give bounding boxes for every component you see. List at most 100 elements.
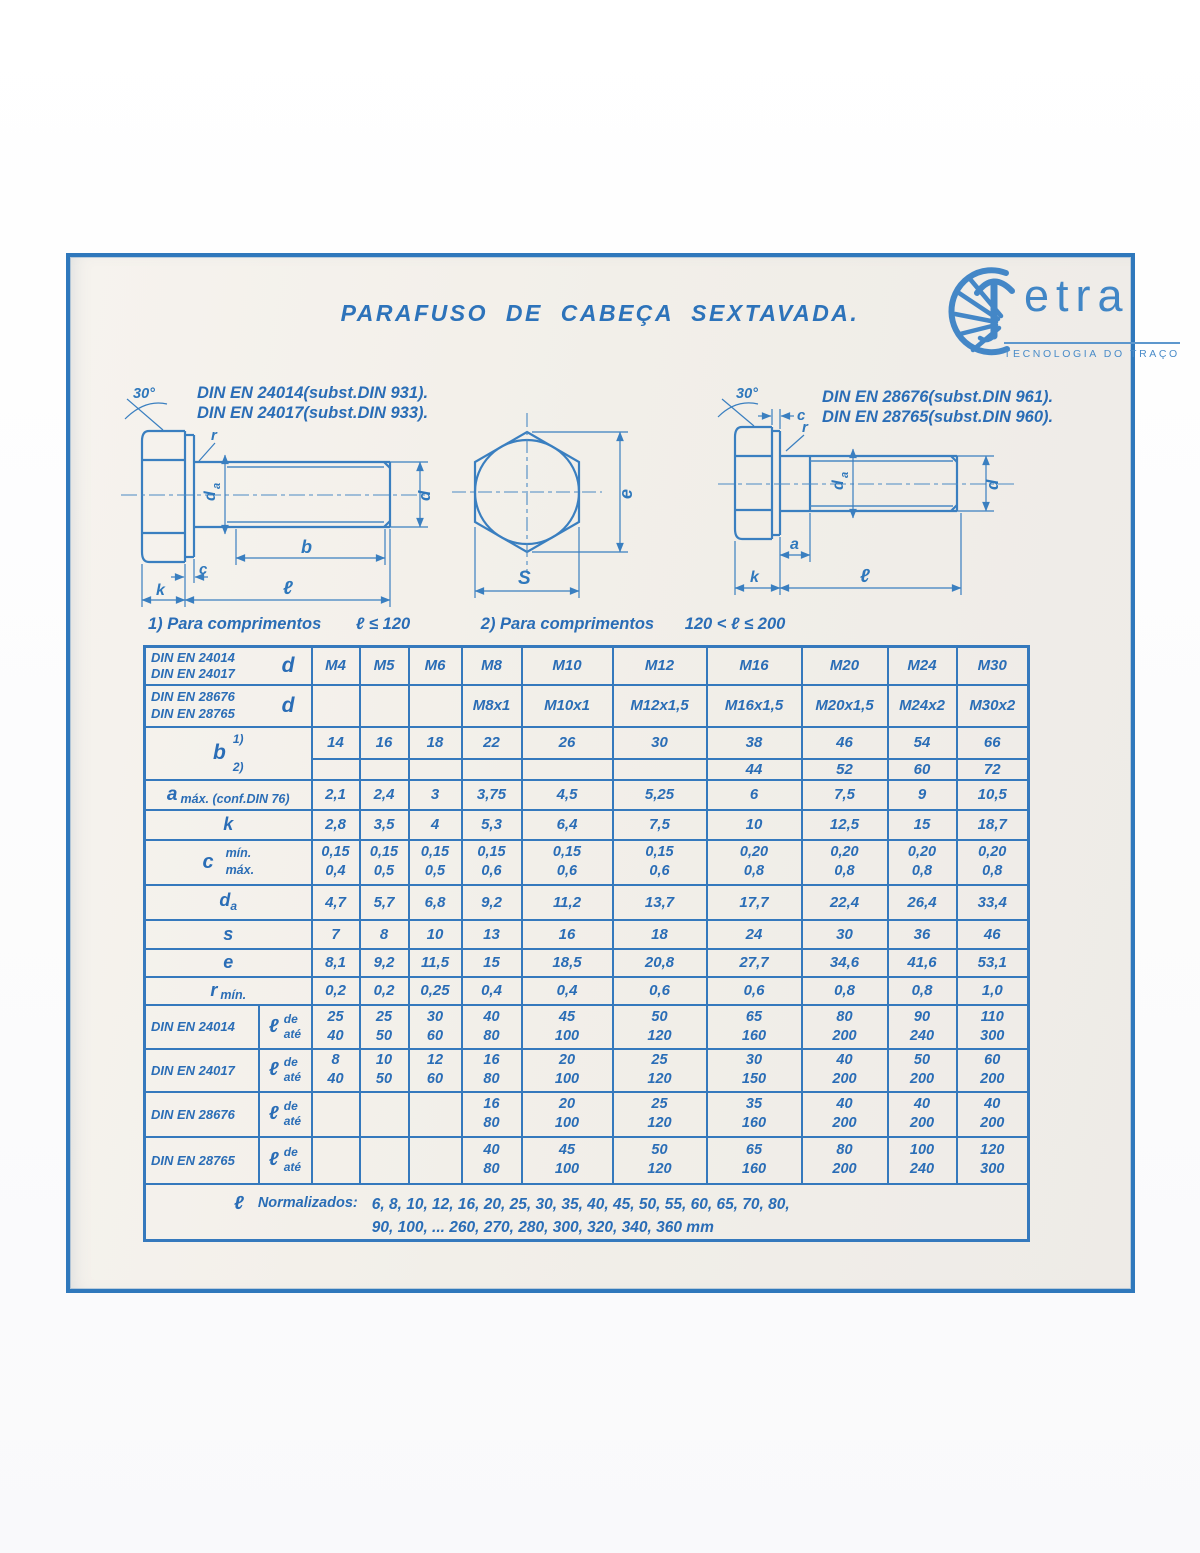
row-label: DIN EN 24017 [143, 1047, 260, 1093]
cell: 38 [705, 725, 803, 760]
cell: 25 120 [611, 1090, 708, 1138]
cell: 0,15 0,6 [611, 838, 708, 886]
col-header: M20 [800, 645, 889, 686]
table-row: b 1) 2) 14 16 18 22 26 30 38 46 54 66 [143, 725, 1030, 781]
spec-table: DIN EN 24014 DIN EN 24017 d M4 M5 M6 M8 … [143, 645, 1030, 1242]
logo-wordmark: etra [1024, 270, 1130, 321]
page-title: PARAFUSO DE CABEÇA SEXTAVADA. [340, 300, 860, 326]
normalized-values: 6, 8, 10, 12, 16, 20, 25, 30, 35, 40, 45… [371, 1195, 790, 1236]
cell: 16 80 [460, 1090, 523, 1138]
note-1: 1) Para comprimentos [148, 615, 322, 633]
col-header: M24x2 [886, 683, 958, 728]
cell: 46 [800, 725, 889, 760]
cell: 10,5 [955, 778, 1030, 811]
symbol-da: d [219, 890, 231, 911]
cell: 41,6 [886, 947, 958, 978]
row-label: DIN EN 28676 [143, 1090, 260, 1138]
col-header: M8x1 [460, 683, 523, 728]
cell: 5,25 [611, 778, 708, 811]
table-row: r mín. 0,2 0,2 0,25 0,4 0,4 0,6 0,6 0,8 0… [143, 975, 1030, 1006]
cell: 25 50 [358, 1003, 410, 1050]
cell: 40 200 [800, 1090, 889, 1138]
table-row: DIN EN 28676 DIN EN 28765 d M8x1 M10x1 M… [143, 683, 1030, 728]
cell [407, 1135, 463, 1185]
cell: 2,8 [310, 808, 361, 841]
cell: 34,6 [800, 947, 889, 978]
cell: 14 [310, 725, 361, 760]
cell: 18 [407, 725, 463, 760]
cell: 6 [705, 778, 803, 811]
dim-label-l: ℓ [283, 578, 293, 599]
cell: 30 150 [705, 1047, 803, 1093]
dim-label-d: d [415, 490, 434, 501]
cell: 100 240 [886, 1135, 958, 1185]
logo: etra TECNOLOGIA DO TRAÇO [946, 260, 1180, 364]
col-header: M24 [886, 645, 958, 686]
cell: 0,15 0,6 [460, 838, 523, 886]
cell: 3 [407, 778, 463, 811]
col-header [407, 683, 463, 728]
symbol-c: c [202, 850, 214, 873]
cell: 20 100 [520, 1090, 614, 1138]
standard-line: DIN EN 24017(subst.DIN 933). [197, 404, 429, 423]
standards-left: DIN EN 24014(subst.DIN 931). DIN EN 2401… [197, 383, 428, 423]
cell: 11,5 [407, 947, 463, 978]
col-header: M12x1,5 [611, 683, 708, 728]
dim-label-l: ℓ [860, 566, 870, 587]
cell: 2,4 [358, 778, 410, 811]
cell: 9 [886, 778, 958, 811]
cell: 15 [886, 808, 958, 841]
cell: 12,5 [800, 808, 889, 841]
col-header: M10 [520, 645, 614, 686]
cell: 18 [611, 918, 708, 950]
symbol-b: b [213, 741, 226, 764]
dim-label-r: r [211, 427, 218, 444]
dim-label-c: c [199, 561, 208, 578]
cell: 10 [407, 918, 463, 950]
cell: 45 100 [520, 1003, 614, 1050]
cell: 65 160 [705, 1003, 803, 1050]
cell: 6,4 [520, 808, 614, 841]
cell: 0,25 [407, 975, 463, 1006]
length-note: 1) Para comprimentos ℓ ≤ 120 2) Para com… [148, 615, 785, 634]
cell [310, 757, 361, 781]
cell: 18,5 [520, 947, 614, 978]
cell: 16 80 [460, 1047, 523, 1093]
cell: 12 60 [407, 1047, 463, 1093]
cell: 0,20 0,8 [886, 838, 958, 886]
cell: 27,7 [705, 947, 803, 978]
standard-line: DIN EN 24014(subst.DIN 931). [197, 384, 429, 402]
c-min-label: mín. [225, 846, 252, 860]
dim-label-da: d [202, 490, 219, 501]
cell: 9,2 [358, 947, 410, 978]
cell: 7 [310, 918, 361, 950]
cell [611, 757, 708, 781]
row-label: DIN EN 28676 [151, 689, 235, 705]
cell: 2,1 [310, 778, 361, 811]
cell: 20,8 [611, 947, 708, 978]
cell: 50 120 [611, 1135, 708, 1185]
cell: 22,4 [800, 883, 889, 921]
col-header [358, 683, 410, 728]
cell: 5,7 [358, 883, 410, 921]
standard-line: DIN EN 28676(subst.DIN 961). [822, 388, 1054, 406]
cell: 0,6 [705, 975, 803, 1006]
cell: 0,8 [886, 975, 958, 1006]
cell: 3,5 [358, 808, 410, 841]
cell: 11,2 [520, 883, 614, 921]
c-max-label: máx. [225, 863, 255, 877]
cell: 30 60 [407, 1003, 463, 1050]
table-row: e 8,1 9,2 11,5 15 18,5 20,8 27,7 34,6 41… [143, 947, 1030, 978]
cell: 66 [955, 725, 1030, 760]
dim-label-da-sub: a [211, 483, 223, 489]
cell: 0,15 0,5 [407, 838, 463, 886]
cell: 45 100 [520, 1135, 614, 1185]
dim-label-k: k [156, 582, 166, 599]
cell [310, 1135, 361, 1185]
cell [358, 1135, 410, 1185]
cell: 80 200 [800, 1135, 889, 1185]
col-header: M10x1 [520, 683, 614, 728]
logo-mark-icon [948, 267, 1015, 356]
symbol-k: k [223, 814, 234, 834]
table-row: c mín. máx. 0,15 0,4 0,15 0,5 0,15 0,5 0,15… [143, 838, 1030, 886]
